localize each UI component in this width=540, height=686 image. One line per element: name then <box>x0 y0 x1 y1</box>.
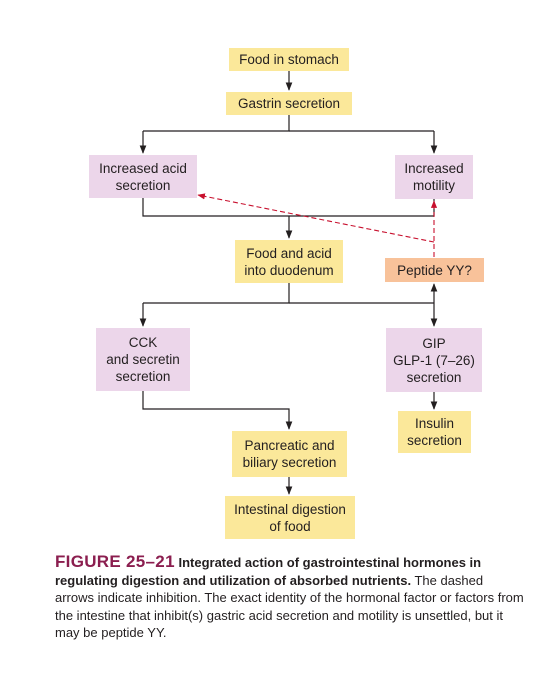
flow-connectors <box>139 71 438 495</box>
connector-gastrin-split <box>143 115 290 132</box>
food-acid-duodenum-box: Food and acid into duodenum <box>235 240 343 283</box>
inhibition-arrow-to-acid <box>197 193 435 243</box>
figure-caption-body: The dashed arrows indicate inhibition. T… <box>55 572 524 641</box>
gip-glp1-box: GIP GLP-1 (7–26) secretion <box>386 328 482 392</box>
figure-caption: FIGURE 25–21 Integrated action of gastro… <box>55 553 525 642</box>
figure-title: Integrated action of gastrointestinal ho… <box>55 555 482 588</box>
arrow-cck-to-pancreatic <box>142 391 293 430</box>
figure-number: FIGURE 25–21 <box>55 552 175 571</box>
connector-duodenum-split <box>143 283 290 304</box>
insulin-secretion-box: Insulin secretion <box>398 411 471 453</box>
intestinal-digestion-box: Intestinal digestion of food <box>225 496 355 539</box>
cck-secretin-box: CCK and secretin secretion <box>96 328 190 391</box>
increased-acid-secretion-box: Increased acid secretion <box>89 155 197 198</box>
peptide-yy-box: Peptide YY? <box>385 258 484 282</box>
increased-motility-box: Increased motility <box>395 155 473 199</box>
gastrin-secretion-box: Gastrin secretion <box>226 92 352 115</box>
pancreatic-biliary-box: Pancreatic and biliary secretion <box>232 431 347 477</box>
food-in-stomach-box: Food in stomach <box>229 48 349 71</box>
hormone-flowchart: Food in stomach Gastrin secretion Increa… <box>89 48 484 539</box>
connector-acid-join <box>142 198 434 217</box>
